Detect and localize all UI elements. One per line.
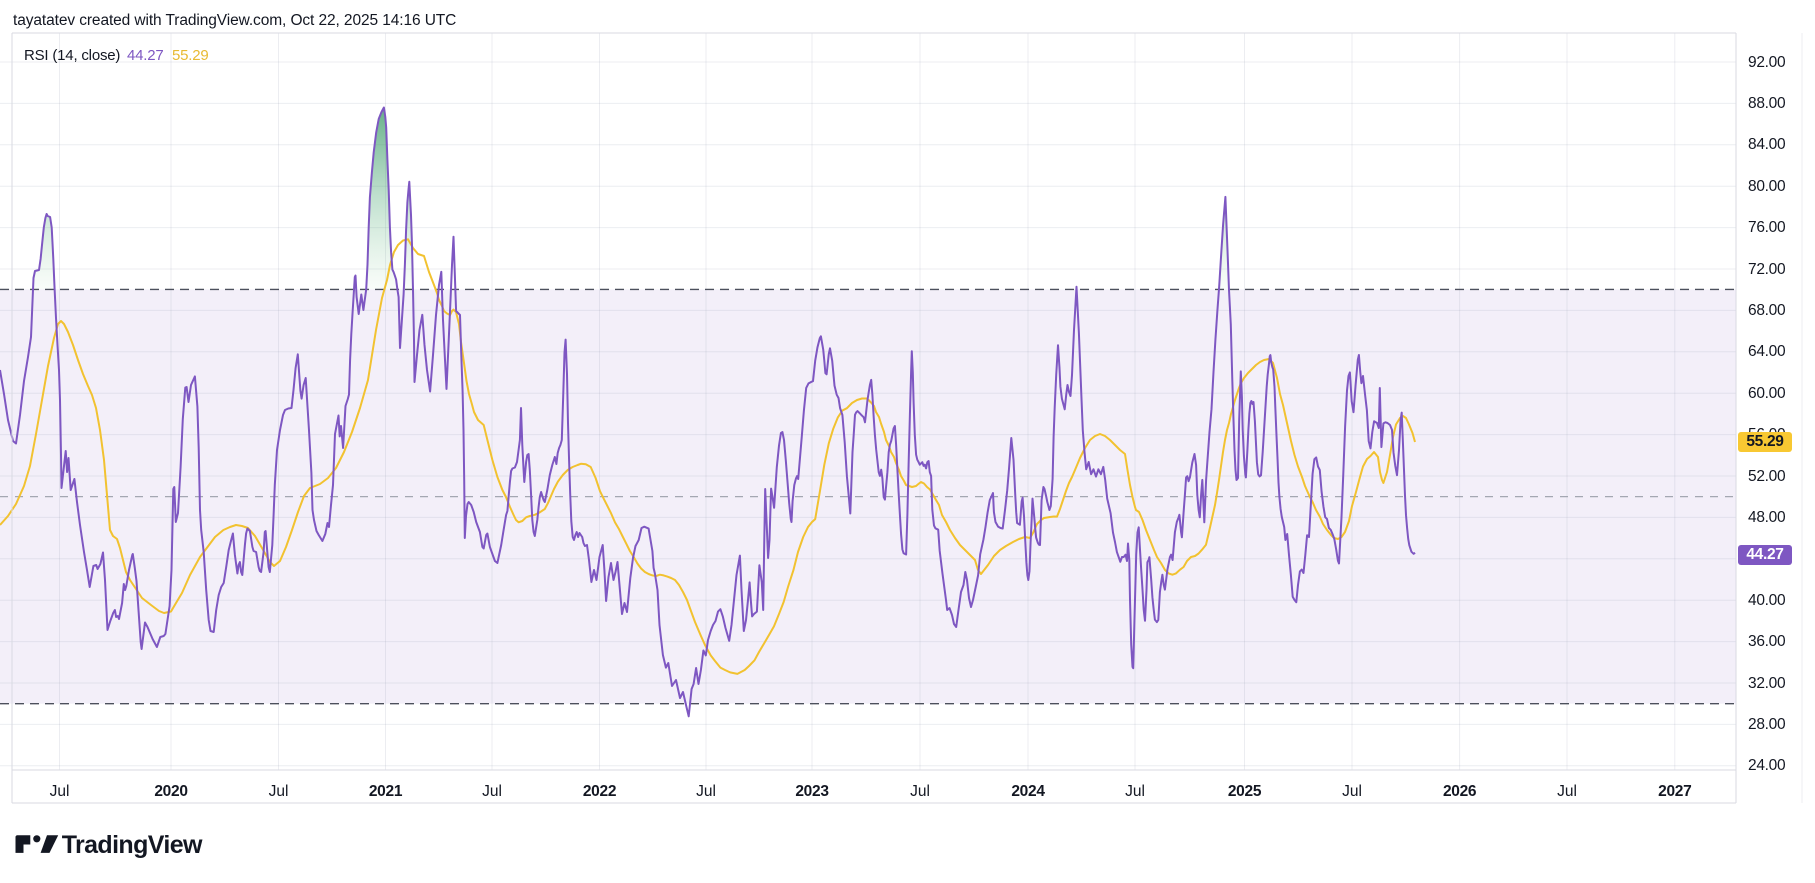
svg-text:TradingView: TradingView <box>62 831 203 859</box>
